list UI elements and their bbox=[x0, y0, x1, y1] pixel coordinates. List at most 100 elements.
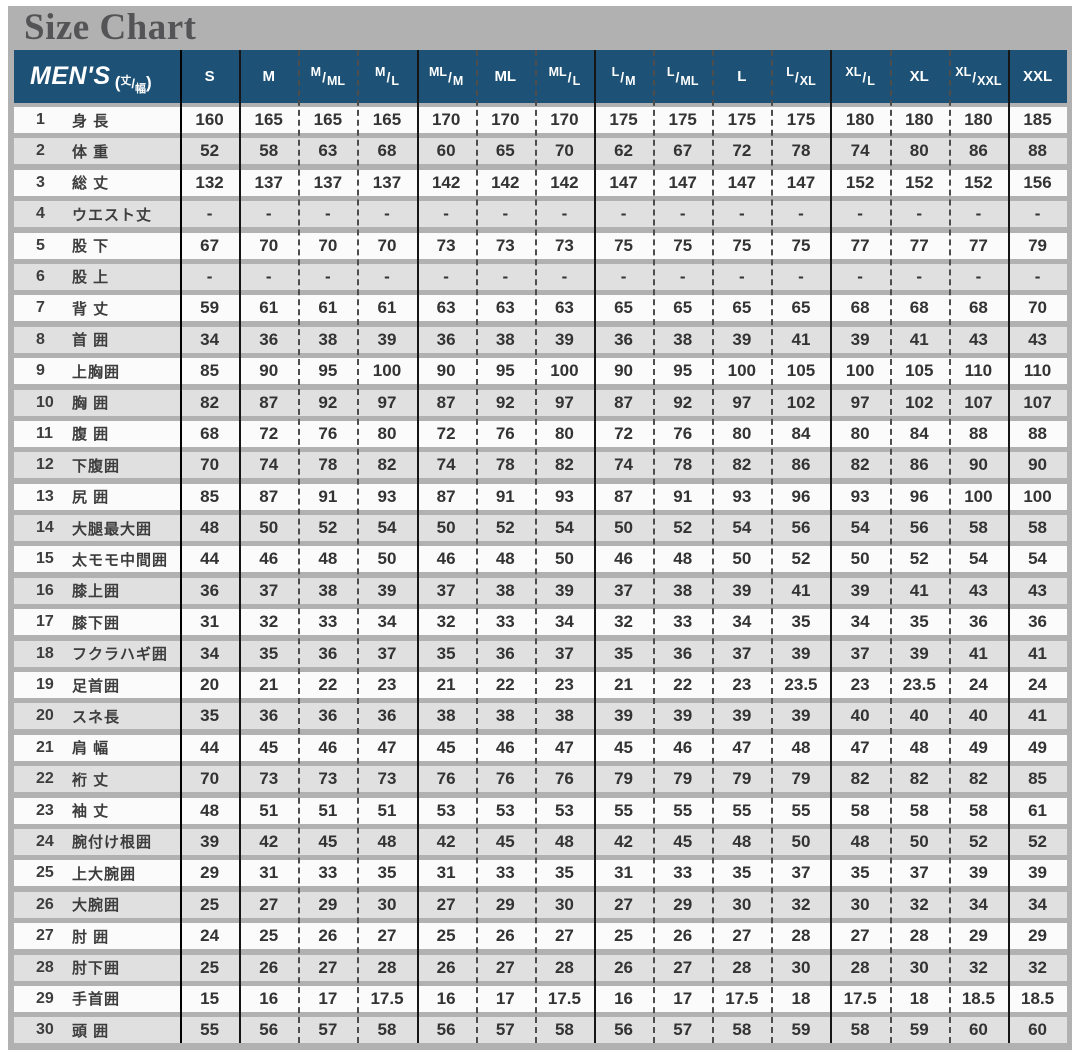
value-cell: 39 bbox=[377, 329, 397, 349]
value-cell: 93 bbox=[554, 486, 574, 506]
value-cell: 37 bbox=[850, 643, 870, 663]
value-cell: 160 bbox=[195, 110, 224, 129]
value-cell: 32 bbox=[968, 957, 988, 977]
value-cell: - bbox=[916, 266, 923, 286]
value-cell: - bbox=[739, 266, 745, 286]
column-divider-line bbox=[653, 50, 656, 1044]
value-cell: 45 bbox=[495, 831, 515, 851]
size-column-header: L / M bbox=[594, 50, 653, 103]
value-cell: 57 bbox=[495, 1020, 515, 1040]
row-label-cell: 6 股 上 bbox=[14, 266, 180, 287]
value-cell: 27 bbox=[732, 926, 752, 946]
row-number: 19 bbox=[36, 676, 54, 694]
value-cell: 87 bbox=[614, 486, 634, 506]
size-label-part: ML bbox=[326, 73, 346, 88]
value-cell: 49 bbox=[968, 737, 988, 757]
value-cell: 76 bbox=[318, 423, 338, 443]
value-cell: 86 bbox=[968, 141, 988, 161]
row-number: 5 bbox=[36, 236, 45, 254]
value-cell: 18.5 bbox=[1020, 988, 1055, 1008]
row-label-cell: 8 首 囲 bbox=[14, 329, 180, 350]
value-cell: 28 bbox=[554, 957, 574, 977]
value-cell: 78 bbox=[791, 141, 811, 161]
size-column-header: M / ML bbox=[298, 50, 357, 103]
value-cell: 102 bbox=[905, 392, 934, 412]
value-cell: 30 bbox=[909, 957, 929, 977]
size-label-part: XL bbox=[845, 64, 862, 79]
row-number: 17 bbox=[36, 613, 54, 631]
value-cell: 30 bbox=[732, 894, 752, 914]
value-cell: - bbox=[857, 204, 863, 224]
value-cell: 44 bbox=[200, 737, 220, 757]
value-cell: 87 bbox=[614, 392, 634, 412]
value-cell: 27 bbox=[259, 894, 279, 914]
value-cell: 38 bbox=[318, 580, 338, 600]
value-cell: 21 bbox=[259, 675, 279, 695]
value-cell: 91 bbox=[673, 486, 693, 506]
value-cell: 33 bbox=[318, 863, 338, 883]
row-measure-label: 身 長 bbox=[72, 112, 110, 130]
row-label-cell: 7 背 丈 bbox=[14, 298, 180, 319]
value-cell: 43 bbox=[1028, 580, 1047, 600]
value-cell: 17 bbox=[673, 988, 693, 1008]
value-cell: 49 bbox=[1028, 737, 1047, 757]
value-cell: 82 bbox=[732, 455, 752, 475]
row-measure-label: 膝下囲 bbox=[72, 614, 121, 632]
value-cell: 39 bbox=[554, 580, 574, 600]
value-cell: 41 bbox=[791, 329, 811, 349]
value-cell: 47 bbox=[377, 737, 397, 757]
row-label-cell: 28 肘下囲 bbox=[14, 957, 180, 978]
table-row: 9 上胸囲 85 90 95 100 90 95 100 90 95 100 105 100 105 110 1… bbox=[14, 358, 1067, 385]
value-cell: - bbox=[443, 204, 449, 224]
row-number: 3 bbox=[36, 173, 45, 191]
value-cell: 58 bbox=[850, 1020, 870, 1040]
table-row: 10 胸 囲 82 87 92 97 87 92 97 87 92 97 102 97 102 107 107 bbox=[14, 389, 1067, 416]
value-cell: 35 bbox=[377, 863, 397, 883]
value-cell: 26 bbox=[259, 957, 279, 977]
value-cell: 56 bbox=[614, 1020, 634, 1040]
value-cell: 50 bbox=[259, 518, 279, 538]
value-cell: 48 bbox=[377, 831, 397, 851]
value-cell: 39 bbox=[732, 580, 752, 600]
value-cell: 90 bbox=[614, 361, 634, 381]
size-label: M bbox=[262, 68, 275, 85]
value-cell: 46 bbox=[673, 737, 693, 757]
value-cell: 63 bbox=[318, 141, 338, 161]
value-cell: 88 bbox=[1028, 423, 1047, 443]
row-label-cell: 5 股 下 bbox=[14, 235, 180, 256]
value-cell: 53 bbox=[554, 800, 574, 820]
mens-unit-bottom: 幅 bbox=[134, 82, 146, 95]
size-label-part: ML bbox=[548, 64, 567, 79]
row-label-cell: 18 フクラハギ囲 bbox=[14, 643, 180, 664]
value-cell: 147 bbox=[609, 172, 638, 192]
value-cell: 32 bbox=[909, 894, 929, 914]
value-cell: 58 bbox=[968, 800, 988, 820]
row-measure-label: 肘下囲 bbox=[72, 960, 121, 978]
value-cell: 23 bbox=[732, 675, 752, 695]
value-cell: 73 bbox=[554, 235, 574, 255]
size-column-header: S bbox=[180, 50, 239, 103]
mens-label: MEN'S bbox=[30, 62, 111, 90]
row-label-cell: 24 腕付け根囲 bbox=[14, 831, 180, 852]
value-cell: 35 bbox=[200, 706, 220, 726]
value-cell: 77 bbox=[850, 235, 870, 255]
value-cell: 80 bbox=[377, 423, 397, 443]
value-cell: 51 bbox=[259, 800, 279, 820]
value-cell: 76 bbox=[436, 769, 456, 789]
value-cell: 107 bbox=[964, 392, 993, 412]
value-cell: 90 bbox=[436, 361, 456, 381]
table-row: 28 肘下囲 25 26 27 28 26 27 28 26 27 28 30 28 30 32 32 bbox=[14, 954, 1067, 981]
value-cell: 97 bbox=[377, 392, 397, 412]
value-cell: 28 bbox=[850, 957, 870, 977]
value-cell: 43 bbox=[968, 329, 988, 349]
value-cell: 27 bbox=[850, 926, 870, 946]
value-cell: 36 bbox=[673, 643, 693, 663]
size-label-part: M bbox=[625, 73, 636, 88]
size-label-part: / bbox=[675, 68, 680, 85]
row-measure-label: 足首囲 bbox=[72, 677, 121, 695]
value-cell: 33 bbox=[495, 612, 515, 632]
value-cell: 30 bbox=[791, 957, 811, 977]
value-cell: 72 bbox=[732, 141, 752, 161]
size-column-headers: S M M / ML M / L ML / M ML ML / L L / M L / ML L L / XL XL / L XL XL /… bbox=[180, 50, 1067, 103]
column-divider-line bbox=[239, 50, 242, 1044]
